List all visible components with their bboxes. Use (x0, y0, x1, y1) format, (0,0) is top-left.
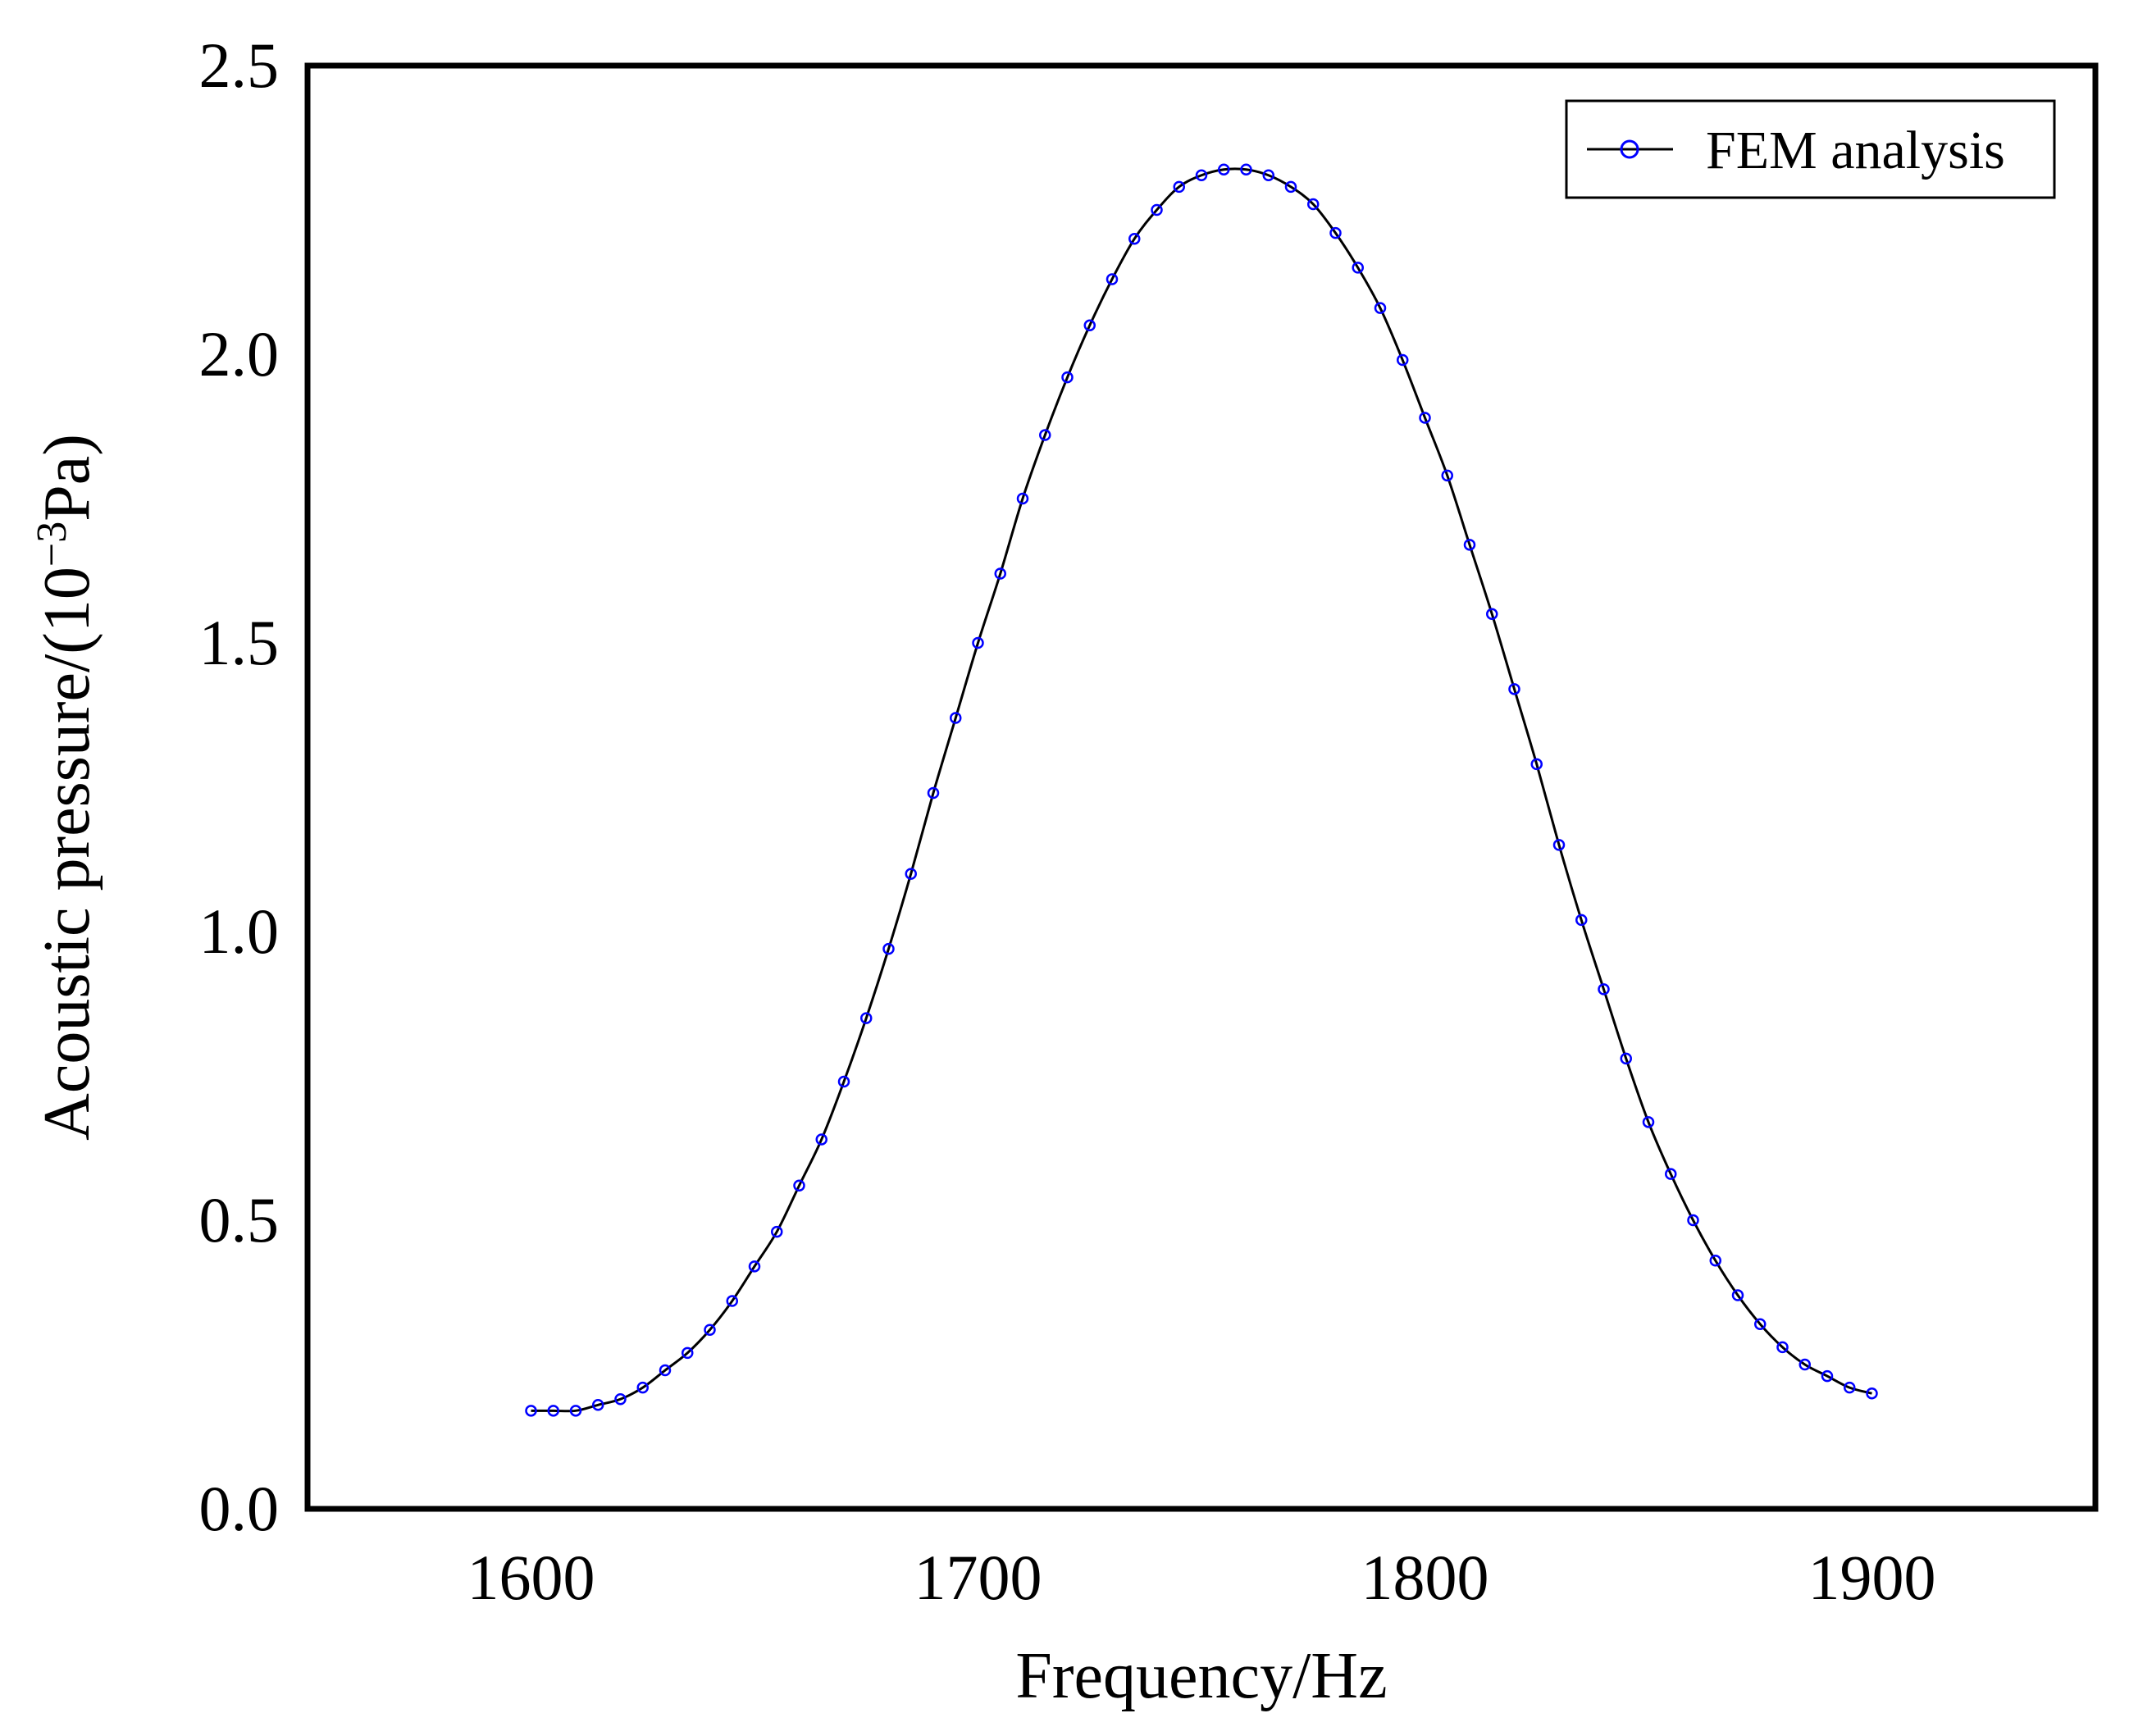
data-point (748, 1260, 761, 1273)
data-point (636, 1381, 649, 1394)
data-point (1128, 232, 1141, 245)
data-point (771, 1225, 783, 1238)
data-point (1307, 198, 1320, 211)
data-point (704, 1324, 716, 1337)
x-tick-label: 1600 (467, 1542, 595, 1613)
x-tick-label: 1800 (1361, 1542, 1489, 1613)
data-point (1508, 683, 1520, 695)
data-point (1195, 169, 1208, 182)
data-point (860, 1012, 873, 1024)
data-point (1329, 226, 1342, 239)
data-point (927, 786, 940, 800)
y-axis-label-exponent: −3 (29, 522, 75, 567)
data-point (882, 942, 895, 955)
data-point (1598, 983, 1610, 996)
data-point (1218, 163, 1230, 175)
y-tick-label: 2.5 (199, 30, 280, 101)
data-point (525, 1405, 537, 1417)
y-tick-label: 0.5 (199, 1184, 280, 1255)
data-point (1866, 1387, 1878, 1400)
y-axis-label-main: Acoustic pressure/(10 (31, 567, 103, 1141)
data-point (1486, 608, 1498, 621)
data-point (1441, 469, 1453, 482)
x-tick-label: 1700 (914, 1542, 1042, 1613)
data-point (815, 1133, 827, 1146)
data-point (1844, 1381, 1856, 1394)
data-point (1039, 429, 1051, 441)
data-point (905, 868, 917, 880)
data-point (614, 1392, 627, 1406)
data-point (1352, 262, 1364, 274)
data-point (1284, 180, 1297, 194)
x-tick-label: 1900 (1808, 1542, 1936, 1613)
x-axis-label: Frequency/Hz (1015, 1640, 1387, 1712)
data-point (793, 1179, 805, 1192)
data-point (1798, 1358, 1811, 1371)
data-point (1419, 412, 1431, 424)
data-point (1463, 539, 1476, 551)
data-point (1061, 371, 1074, 384)
fem-analysis-markers (525, 163, 1878, 1417)
data-point (1731, 1289, 1744, 1301)
y-tick-label: 1.0 (199, 895, 280, 967)
y-tick-label: 2.0 (199, 318, 280, 390)
data-point (1754, 1318, 1767, 1330)
data-point (1575, 914, 1588, 927)
y-tick-label: 1.5 (199, 607, 280, 678)
data-point (682, 1346, 694, 1360)
data-point (1776, 1341, 1789, 1354)
data-point (1173, 180, 1185, 194)
data-point (950, 712, 962, 724)
data-point (994, 567, 1006, 580)
data-point (1821, 1369, 1834, 1383)
data-point (1106, 273, 1119, 285)
y-axis-ticks: 0.0 0.5 1.0 1.5 2.0 2.5 (199, 30, 280, 1544)
data-point (1687, 1214, 1699, 1227)
legend-marker-sample (1620, 139, 1639, 159)
data-point (1016, 492, 1029, 505)
data-point (1620, 1052, 1632, 1065)
legend-label: FEM analysis (1706, 121, 2005, 180)
data-point (1397, 353, 1409, 367)
data-point (726, 1295, 738, 1307)
data-point (1552, 839, 1566, 851)
legend: FEM analysis (1565, 99, 2056, 199)
data-point (547, 1405, 559, 1417)
data-point (837, 1075, 850, 1088)
data-point (659, 1364, 672, 1377)
plot-frame (304, 62, 2099, 1512)
data-point (1642, 1116, 1655, 1128)
data-point (569, 1405, 582, 1417)
data-point (1374, 302, 1387, 314)
data-point (1530, 758, 1543, 771)
y-tick-label: 0.0 (199, 1473, 280, 1544)
data-point (1240, 163, 1252, 175)
data-point (1665, 1168, 1677, 1180)
data-point (972, 636, 984, 649)
data-point (1262, 169, 1274, 182)
y-axis-label-unit: Pa) (31, 434, 103, 522)
data-point (1709, 1255, 1721, 1267)
data-point (592, 1399, 604, 1411)
data-point (1083, 319, 1096, 332)
data-point (1151, 203, 1163, 216)
fem-analysis-line (531, 167, 1872, 1413)
y-axis-label: Acoustic pressure/(10−3Pa) (29, 434, 104, 1141)
x-axis-ticks: 1600 1700 1800 1900 (467, 1542, 1936, 1613)
